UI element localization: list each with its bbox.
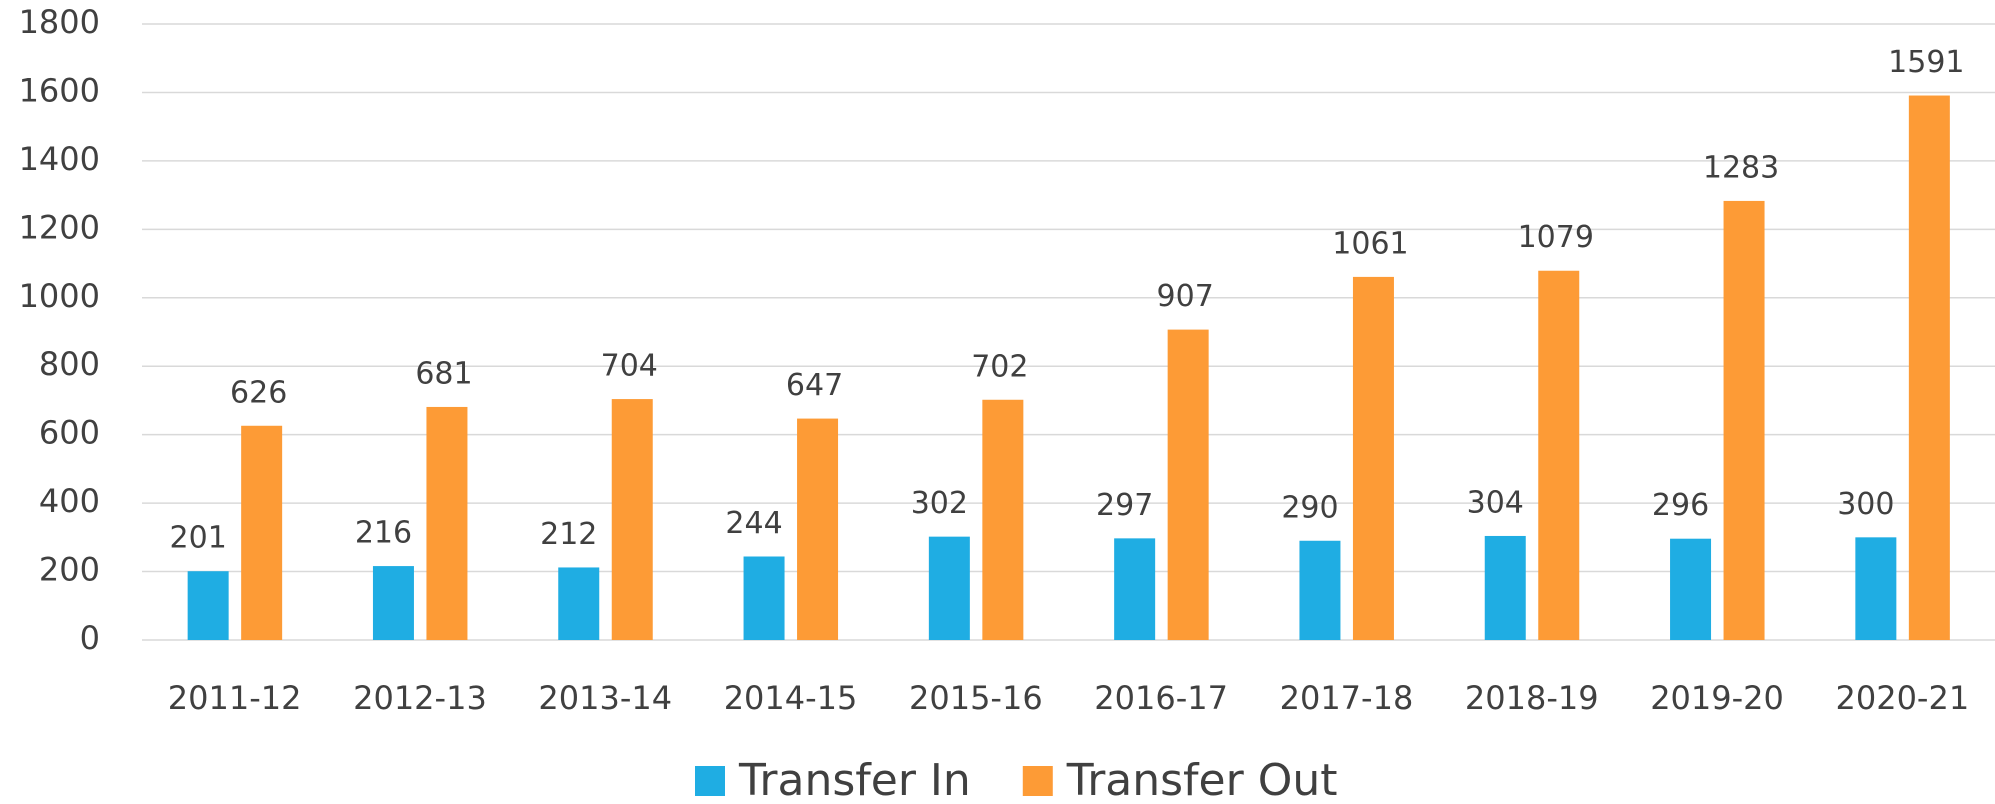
x-tick-label: 2020-21 bbox=[1835, 679, 1969, 717]
legend-label: Transfer In bbox=[738, 755, 971, 804]
bar bbox=[611, 399, 653, 640]
data-label: 907 bbox=[1157, 279, 1214, 314]
data-label: 1079 bbox=[1518, 220, 1594, 255]
y-tick-label: 1800 bbox=[19, 3, 100, 41]
bar bbox=[1908, 95, 1950, 641]
data-label: 681 bbox=[415, 356, 472, 391]
bar bbox=[1167, 329, 1209, 640]
bar bbox=[743, 556, 785, 640]
data-label: 704 bbox=[601, 349, 658, 384]
data-label: 201 bbox=[170, 521, 227, 556]
x-tick-label: 2016-17 bbox=[1094, 679, 1228, 717]
bar bbox=[982, 399, 1024, 640]
legend-label: Transfer Out bbox=[1066, 755, 1338, 804]
bar bbox=[558, 567, 600, 640]
data-label: 244 bbox=[725, 506, 782, 541]
x-tick-label: 2012-13 bbox=[353, 679, 487, 717]
y-tick-label: 200 bbox=[39, 551, 100, 589]
bar bbox=[1855, 537, 1897, 640]
bar bbox=[1670, 538, 1712, 640]
data-label: 296 bbox=[1652, 488, 1709, 523]
data-label: 304 bbox=[1467, 485, 1524, 520]
data-label: 297 bbox=[1096, 488, 1153, 523]
data-label: 702 bbox=[971, 349, 1028, 384]
x-tick-label: 2017-18 bbox=[1280, 679, 1414, 717]
bar bbox=[241, 425, 283, 640]
data-label: 300 bbox=[1837, 487, 1894, 522]
legend-swatch bbox=[695, 766, 725, 796]
bar bbox=[1484, 535, 1526, 640]
y-tick-label: 1200 bbox=[19, 208, 100, 246]
x-tick-label: 2015-16 bbox=[909, 679, 1043, 717]
bar bbox=[1299, 540, 1341, 640]
bar bbox=[187, 571, 229, 640]
bar bbox=[1114, 538, 1156, 640]
x-tick-label: 2019-20 bbox=[1650, 679, 1784, 717]
bar bbox=[1723, 200, 1765, 640]
y-tick-label: 1000 bbox=[19, 277, 100, 315]
y-tick-label: 400 bbox=[39, 482, 100, 520]
y-tick-label: 0 bbox=[80, 619, 100, 657]
bar bbox=[1352, 276, 1394, 640]
bar bbox=[372, 566, 414, 640]
bar bbox=[1538, 270, 1580, 640]
bar bbox=[928, 536, 970, 640]
legend-swatch bbox=[1022, 766, 1053, 796]
y-tick-label: 1600 bbox=[19, 71, 100, 109]
bar bbox=[797, 418, 839, 640]
y-tick-label: 1400 bbox=[19, 140, 100, 178]
y-tick-label: 800 bbox=[39, 345, 100, 383]
x-tick-label: 2014-15 bbox=[724, 679, 858, 717]
x-tick-label: 2018-19 bbox=[1465, 679, 1599, 717]
data-label: 216 bbox=[355, 516, 412, 551]
y-tick-label: 600 bbox=[39, 414, 100, 452]
data-label: 212 bbox=[540, 517, 597, 552]
bar bbox=[426, 406, 468, 640]
x-tick-label: 2013-14 bbox=[538, 679, 672, 717]
data-label: 647 bbox=[786, 368, 843, 403]
data-label: 1283 bbox=[1703, 150, 1779, 185]
data-label: 290 bbox=[1281, 490, 1338, 525]
data-label: 626 bbox=[230, 375, 287, 410]
data-label: 1061 bbox=[1332, 226, 1408, 261]
data-label: 1591 bbox=[1888, 45, 1964, 80]
x-tick-label: 2011-12 bbox=[168, 679, 302, 717]
data-label: 302 bbox=[911, 486, 968, 521]
